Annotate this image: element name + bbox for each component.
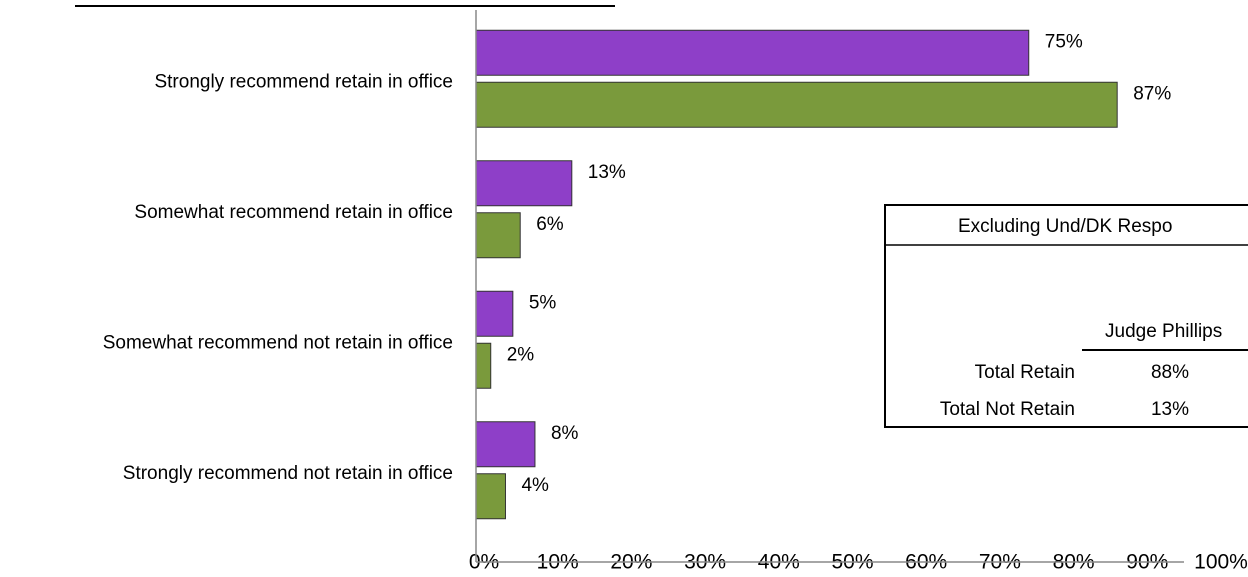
- value-label: 5%: [529, 292, 557, 313]
- table-border: [884, 204, 1248, 428]
- value-label: 87%: [1133, 83, 1171, 104]
- bar: [475, 212, 521, 259]
- y-tick-label: Somewhat recommend retain in office: [134, 202, 453, 223]
- value-label: 13%: [588, 162, 626, 183]
- y-tick-label: Strongly recommend retain in office: [154, 71, 453, 92]
- row-value: 13%: [1151, 399, 1189, 420]
- inset-table: Excluding Und/DK Respo Judge Phillips To…: [884, 204, 1248, 428]
- bar: [475, 421, 536, 468]
- value-label: 4%: [521, 475, 549, 496]
- value-label: 6%: [536, 214, 564, 235]
- table-title: Excluding Und/DK Respo: [958, 216, 1172, 237]
- value-label: 2%: [507, 344, 535, 365]
- row-label: Total Not Retain: [940, 399, 1075, 420]
- row-label: Total Retain: [975, 362, 1075, 383]
- bar: [475, 290, 514, 337]
- y-tick-label: Somewhat recommend not retain in office: [103, 332, 453, 353]
- x-tick-label: 100%: [1194, 551, 1248, 574]
- bar: [475, 29, 1030, 76]
- y-tick-label: Strongly recommend not retain in office: [123, 463, 453, 484]
- table-header: Judge Phillips: [1105, 321, 1222, 342]
- bar: [475, 160, 573, 207]
- value-label: 8%: [551, 423, 579, 444]
- bar: [475, 342, 492, 389]
- bar: [475, 473, 506, 520]
- bar: [475, 81, 1118, 128]
- row-value: 88%: [1151, 362, 1189, 383]
- value-label: 75%: [1045, 31, 1083, 52]
